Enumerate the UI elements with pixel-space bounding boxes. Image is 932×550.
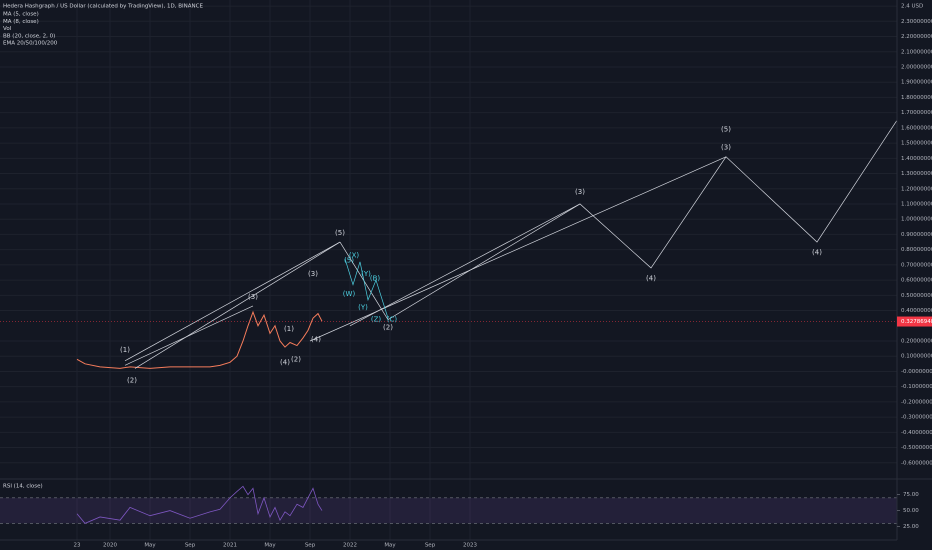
x-tick-label: May [264, 543, 276, 549]
wave-label: (Z) [371, 316, 382, 324]
x-tick-label: 2021 [223, 543, 237, 549]
wave-drawing [134, 241, 341, 369]
wave-label: (4) [812, 249, 822, 257]
wave-label: (W) [343, 290, 356, 298]
wave-label: (4) [280, 358, 290, 366]
rsi-tick-label: 25.00 [903, 524, 919, 530]
x-tick-label: 2020 [103, 543, 117, 549]
wave-label: (3) [308, 270, 318, 278]
y-tick-label: 1.10000000 [901, 201, 932, 207]
indicator-label: Vol [3, 26, 12, 32]
indicator-label: EMA 20/50/100/200 [3, 41, 58, 47]
wave-label: (2) [383, 323, 393, 331]
y-tick-label: 1.30000000 [901, 171, 932, 177]
wave-drawing [124, 241, 341, 362]
wave-label: (C) [387, 316, 398, 324]
wave-label: (B) [370, 275, 381, 283]
y-tick-label: 1.00000000 [901, 217, 932, 223]
indicator-label: MA (5, close) [3, 12, 39, 18]
y-tick-label: 1.60000000 [901, 125, 932, 131]
y-tick-label: 2.10000000 [901, 49, 932, 55]
wave-label: (4) [311, 335, 321, 343]
wave-drawing [349, 203, 581, 327]
y-tick-label: 0.60000000 [901, 278, 932, 284]
wave-label: (2) [127, 377, 137, 385]
wave-label: (5) [721, 125, 731, 133]
y-tick-label: 1.20000000 [901, 186, 932, 192]
wave-label: (Y) [361, 270, 371, 278]
y-tick-label: 0.10000000 [901, 354, 932, 360]
wave-label: (3) [248, 293, 258, 301]
rsi-label: RSI (14, close) [3, 484, 43, 490]
wave-label: (5) [344, 256, 354, 264]
y-tick-label: 1.90000000 [901, 80, 932, 86]
y-tick-label: 0.90000000 [901, 232, 932, 238]
y-tick-label: 0.40000000 [901, 308, 932, 314]
x-tick-label: May [384, 543, 396, 549]
wave-label: (5) [335, 229, 345, 237]
y-tick-label: -0.50000000 [901, 445, 932, 451]
rsi-tick-label: 75.00 [903, 492, 919, 498]
chart-title: Hedera Hashgraph / US Dollar (calculated… [3, 4, 203, 10]
y-tick-label: -0.20000000 [901, 399, 932, 405]
y-tick-label: 1.70000000 [901, 110, 932, 116]
y-tick-label: -0.00000000 [901, 369, 932, 375]
x-tick-label: May [144, 543, 156, 549]
y-tick-label: -0.10000000 [901, 384, 932, 390]
rsi-tick-label: 50.00 [903, 508, 919, 514]
x-tick-label: 2022 [343, 543, 357, 549]
indicator-label: BB (20, close, 2, 0) [3, 33, 55, 39]
wave-label: (3) [575, 188, 585, 196]
x-tick-label: 23 [74, 543, 81, 549]
wave-label: (4) [646, 275, 656, 283]
y-tick-label: -0.40000000 [901, 430, 932, 436]
x-tick-label: Sep [185, 543, 196, 549]
wave-label: (1) [284, 325, 294, 333]
indicator-label: MA (8, close) [3, 19, 39, 25]
y-tick-label: -0.30000000 [901, 415, 932, 421]
y-tick-label: 0.80000000 [901, 247, 932, 253]
wave-drawing [344, 258, 389, 319]
y-tick-label: 2.00000000 [901, 64, 932, 70]
current-price-label: 0.32786948 [901, 319, 932, 325]
y-tick-label: 2.20000000 [901, 34, 932, 40]
wave-drawing [339, 120, 898, 321]
price-line [76, 310, 323, 369]
y-tick-label: 2.4 USD [901, 4, 923, 10]
wave-drawing [124, 305, 254, 366]
x-tick-label: Sep [305, 543, 316, 549]
x-tick-label: 2023 [463, 543, 477, 549]
x-tick-label: Sep [425, 543, 436, 549]
wave-label: (3) [721, 144, 731, 152]
rsi-band [0, 497, 897, 524]
wave-label: (X) [349, 252, 360, 260]
y-tick-label: 2.30000000 [901, 19, 932, 25]
y-tick-label: 1.40000000 [901, 156, 932, 162]
current-price-tag [897, 316, 932, 327]
y-tick-label: 0.70000000 [901, 262, 932, 268]
wave-label: (1) [120, 346, 130, 354]
y-tick-label: -0.60000000 [901, 460, 932, 466]
y-tick-label: 0.50000000 [901, 293, 932, 299]
wave-label: (2) [291, 355, 301, 363]
rsi-line [76, 485, 323, 524]
wave-label: (Y) [358, 304, 368, 312]
y-tick-label: 1.50000000 [901, 141, 932, 147]
y-tick-label: 0.20000000 [901, 338, 932, 344]
y-tick-label: 1.80000000 [901, 95, 932, 101]
